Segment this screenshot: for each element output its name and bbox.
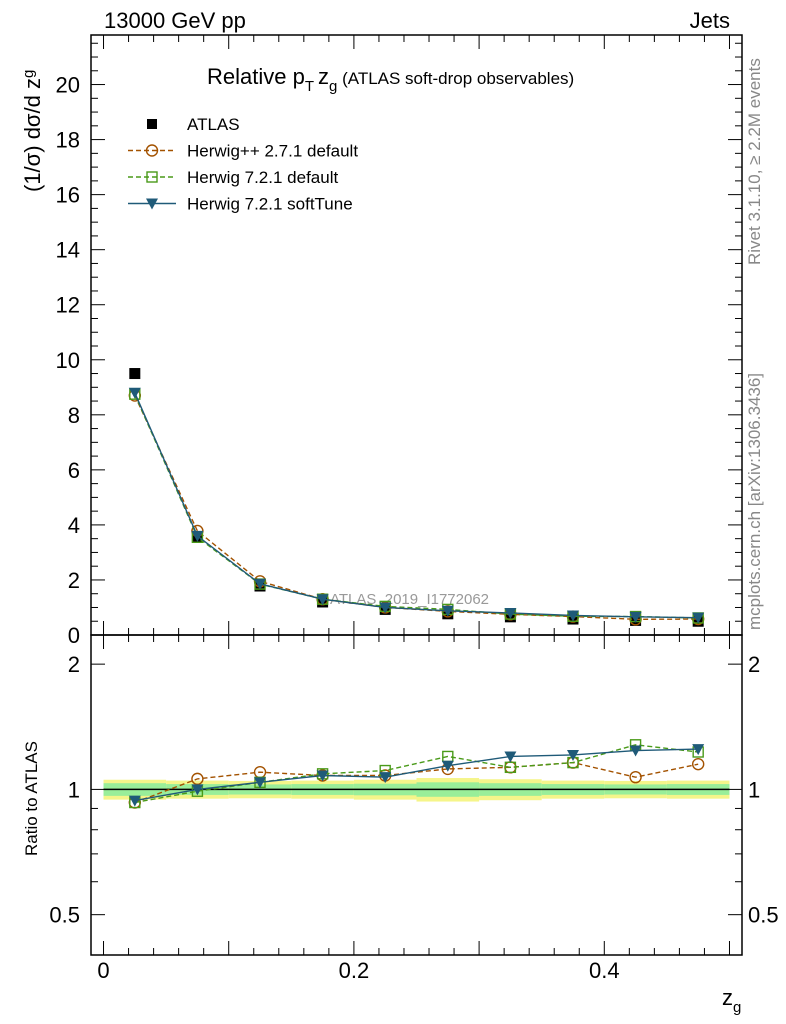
ratio-y-tick-label: 2 (68, 652, 80, 677)
legend-marker (147, 119, 157, 129)
ratio-point (316, 770, 329, 782)
ratio-y-tick-label-right: 1 (748, 777, 760, 802)
y-tick-label: 16 (56, 183, 80, 208)
legend-label: Herwig++ 2.7.1 default (187, 142, 358, 161)
data-point (254, 578, 267, 590)
ratio-point (128, 795, 141, 807)
data-point (316, 594, 329, 606)
y-tick-label: 8 (68, 403, 80, 428)
ratio-point (691, 757, 705, 771)
legend-marker (146, 171, 158, 183)
ratio-y-tick-label: 0.5 (49, 903, 80, 928)
ratio-point (441, 760, 454, 772)
ratio-point (191, 772, 204, 786)
y-tick-label: 4 (68, 513, 80, 538)
y-tick-label: 20 (56, 73, 80, 98)
header-left: 13000 GeV pp (104, 8, 246, 33)
series-line (134, 392, 699, 619)
legend-marker (146, 198, 158, 210)
data-point (129, 368, 141, 380)
legend-marker (145, 144, 159, 157)
ratio-series-line (134, 761, 699, 804)
ratio-y-axis-label: Ratio to ATLAS (22, 741, 41, 856)
data-point (692, 612, 705, 624)
ratio-y-tick-label-right: 2 (748, 652, 760, 677)
data-point (441, 605, 454, 617)
ratio-point (629, 770, 642, 784)
main-title: Relative pT zg (ATLAS soft-drop observabl… (207, 64, 574, 95)
ratio-point (692, 744, 705, 756)
y-tick-label: 0 (68, 623, 80, 648)
mcplots-credit-label: mcplots.cern.ch [arXiv:1306.3436] (745, 373, 764, 630)
ratio-point (254, 777, 267, 789)
y-tick-label: 2 (68, 568, 80, 593)
x-axis-label: zg (722, 985, 741, 1016)
data-point (566, 610, 579, 622)
ratio-point (379, 772, 392, 784)
data-point (629, 611, 642, 623)
legend-label: Herwig 7.2.1 softTune (187, 195, 353, 214)
ratio-series-line (134, 744, 699, 804)
analysis-watermark: ATLAS_2019_I1772062 (330, 591, 489, 608)
ratio-point (566, 749, 579, 761)
series-line (134, 393, 699, 619)
ratio-y-tick-label: 1 (68, 777, 80, 802)
data-point (504, 607, 517, 619)
y-tick-label: 12 (56, 293, 80, 318)
x-tick-label: 0.4 (589, 958, 620, 983)
x-tick-label: 0 (97, 958, 109, 983)
legend-label: Herwig 7.2.1 default (187, 168, 338, 187)
ratio-plot-frame (90, 634, 743, 956)
rivet-version-label: Rivet 3.1.10, ≥ 2.2M events (745, 58, 764, 265)
ratio-series-line (134, 748, 699, 802)
ratio-point (504, 751, 517, 763)
ratio-point (191, 784, 204, 796)
ratio-y-tick-label-right: 0.5 (748, 903, 779, 928)
x-tick-label: 0.2 (339, 958, 370, 983)
y-tick-label: 10 (56, 348, 80, 373)
series-line (134, 395, 699, 621)
data-point (379, 602, 392, 614)
y-tick-label: 14 (56, 238, 80, 263)
ratio-point (629, 745, 642, 757)
y-tick-label: 18 (56, 128, 80, 153)
header-right: Jets (690, 8, 730, 33)
y-tick-label: 6 (68, 458, 80, 483)
y-axis-label: (1/σ) dσ/d zg (20, 70, 45, 192)
data-point (191, 530, 204, 542)
legend-label: ATLAS (187, 115, 240, 134)
data-point (128, 387, 141, 399)
